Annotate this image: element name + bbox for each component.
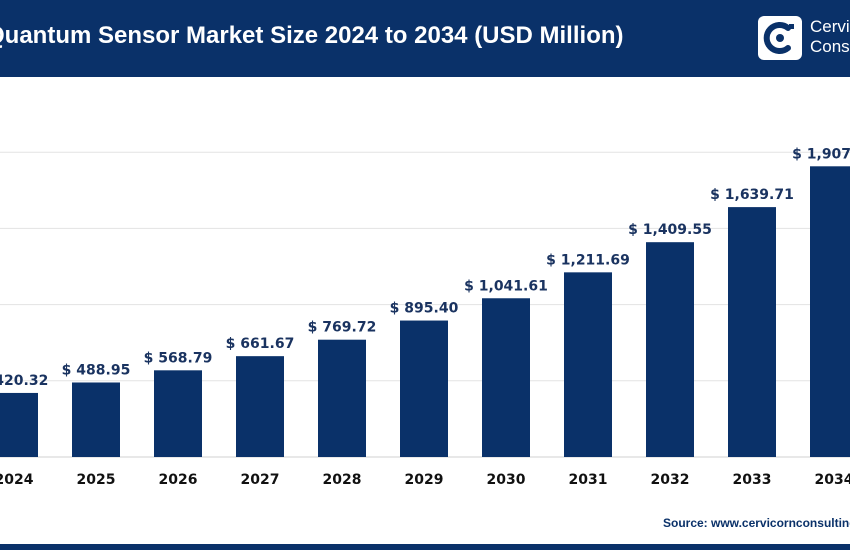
value-label-2032: $ 1,409.55 (628, 222, 712, 238)
value-label-2024: $ 420.32 (0, 373, 48, 389)
x-tick-2028: 2028 (323, 472, 362, 488)
x-tick-labels: 2024 2025 2026 2027 2028 2029 2030 2031 2032 2033… (0, 472, 850, 488)
value-label-2028: $ 769.72 (308, 320, 377, 336)
value-label-2027: $ 661.67 (226, 336, 295, 352)
bars (0, 166, 850, 457)
source-note: Source: www.cervicornconsulting.com (663, 516, 850, 530)
bar-2024 (0, 392, 38, 457)
x-tick-2033: 2033 (733, 472, 772, 488)
value-label-2031: $ 1,211.69 (546, 252, 630, 268)
x-tick-2034: 2034 (815, 472, 850, 488)
x-tick-2027: 2027 (241, 472, 280, 488)
value-labels: $ 420.32 $ 488.95 $ 568.79 $ 661.67 $ 769.72… (0, 146, 850, 389)
value-label-2025: $ 488.95 (62, 362, 131, 378)
value-label-2029: $ 895.40 (390, 301, 459, 317)
bar-2025 (72, 382, 120, 457)
value-label-2033: $ 1,639.71 (710, 187, 794, 203)
logo-line-2: Consulting (810, 37, 850, 56)
chart-header: Quantum Sensor Market Size 2024 to 2034 … (0, 0, 850, 77)
bar-2032 (646, 242, 694, 457)
x-tick-2025: 2025 (77, 472, 116, 488)
value-label-2030: $ 1,041.61 (464, 278, 548, 294)
cervicorn-logo-icon (758, 16, 802, 60)
chart-title: Quantum Sensor Market Size 2024 to 2034 … (0, 22, 624, 49)
bar-2034 (810, 166, 850, 457)
bar-2033 (728, 207, 776, 457)
bar-2031 (564, 272, 612, 457)
logo-line-1: Cervicorn (810, 17, 850, 36)
x-tick-2024: 2024 (0, 472, 34, 488)
bar-2026 (154, 370, 202, 457)
logo-text: Cervicorn Consulting (810, 17, 850, 57)
x-tick-2031: 2031 (569, 472, 608, 488)
x-tick-2032: 2032 (651, 472, 690, 488)
footer-rule (0, 544, 850, 550)
x-tick-2026: 2026 (159, 472, 198, 488)
bar-2027 (236, 356, 284, 457)
x-tick-2029: 2029 (405, 472, 444, 488)
value-label-2026: $ 568.79 (144, 350, 213, 366)
bar-2029 (400, 320, 448, 457)
x-tick-2030: 2030 (487, 472, 526, 488)
value-label-2034: $ 1,907.46 (792, 146, 850, 162)
bar-2028 (318, 339, 366, 457)
bar-2030 (482, 298, 530, 457)
bar-chart: $ 420.32 $ 488.95 $ 568.79 $ 661.67 $ 769.72… (0, 146, 850, 488)
